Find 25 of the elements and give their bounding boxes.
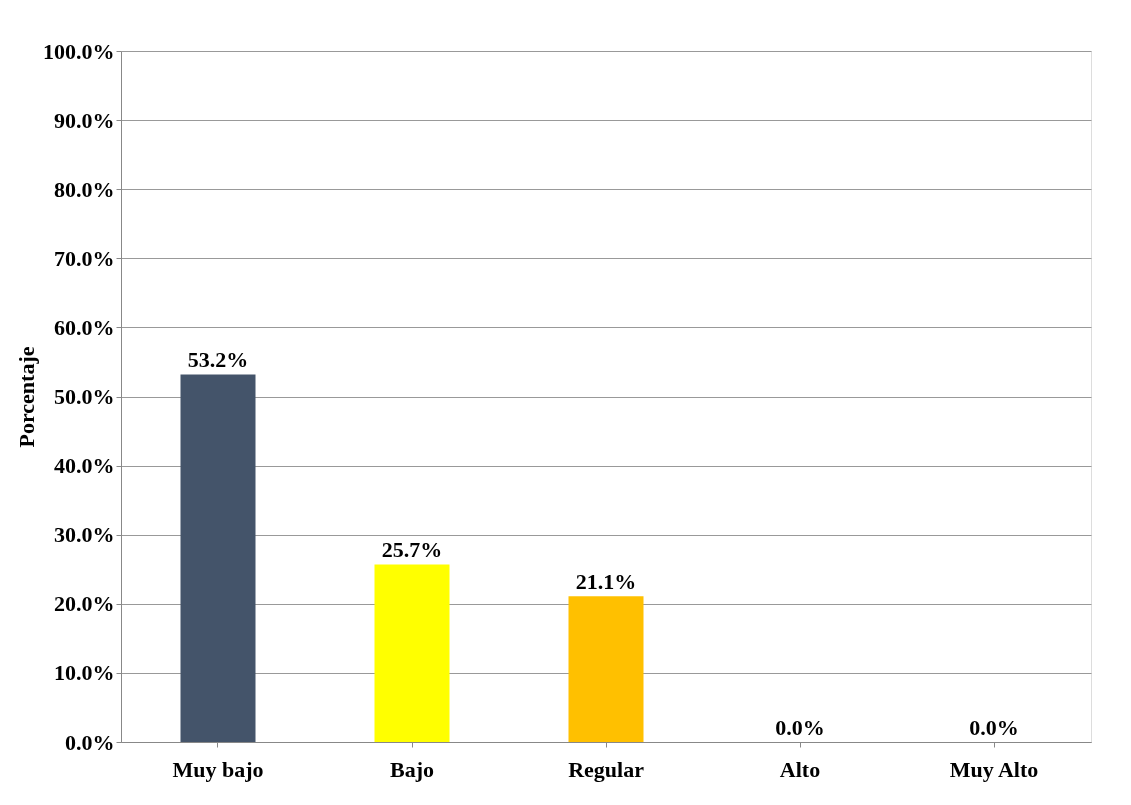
- y-tick-label: 70.0%: [54, 245, 115, 271]
- y-tick-label: 90.0%: [54, 107, 115, 133]
- x-tick-label: Regular: [568, 756, 645, 782]
- x-tick-label: Muy Alto: [949, 756, 1039, 782]
- data-label: 0.0%: [969, 715, 1019, 740]
- x-tick-label: Muy bajo: [172, 756, 264, 782]
- y-tick-label: 100.0%: [43, 38, 115, 64]
- y-tick-label: 0.0%: [65, 729, 115, 755]
- x-tick-label: Alto: [779, 756, 821, 782]
- data-label: 53.2%: [187, 347, 249, 373]
- y-axis-title: Porcentaje: [14, 346, 39, 448]
- y-tick-label: 50.0%: [54, 384, 115, 409]
- bar: [568, 596, 644, 742]
- data-label: 25.7%: [381, 537, 443, 563]
- data-label: 0.0%: [775, 715, 825, 740]
- y-tick-label: 30.0%: [54, 522, 115, 548]
- y-tick-label: 80.0%: [54, 176, 115, 202]
- y-tick-label: 20.0%: [54, 591, 115, 617]
- y-tick-label: 40.0%: [54, 453, 115, 479]
- data-label: 21.1%: [575, 569, 637, 595]
- bar: [374, 564, 450, 742]
- x-tick-label: Bajo: [390, 756, 434, 782]
- y-tick-label: 60.0%: [54, 314, 115, 340]
- y-tick-label: 10.0%: [54, 660, 115, 686]
- bar: [180, 374, 256, 742]
